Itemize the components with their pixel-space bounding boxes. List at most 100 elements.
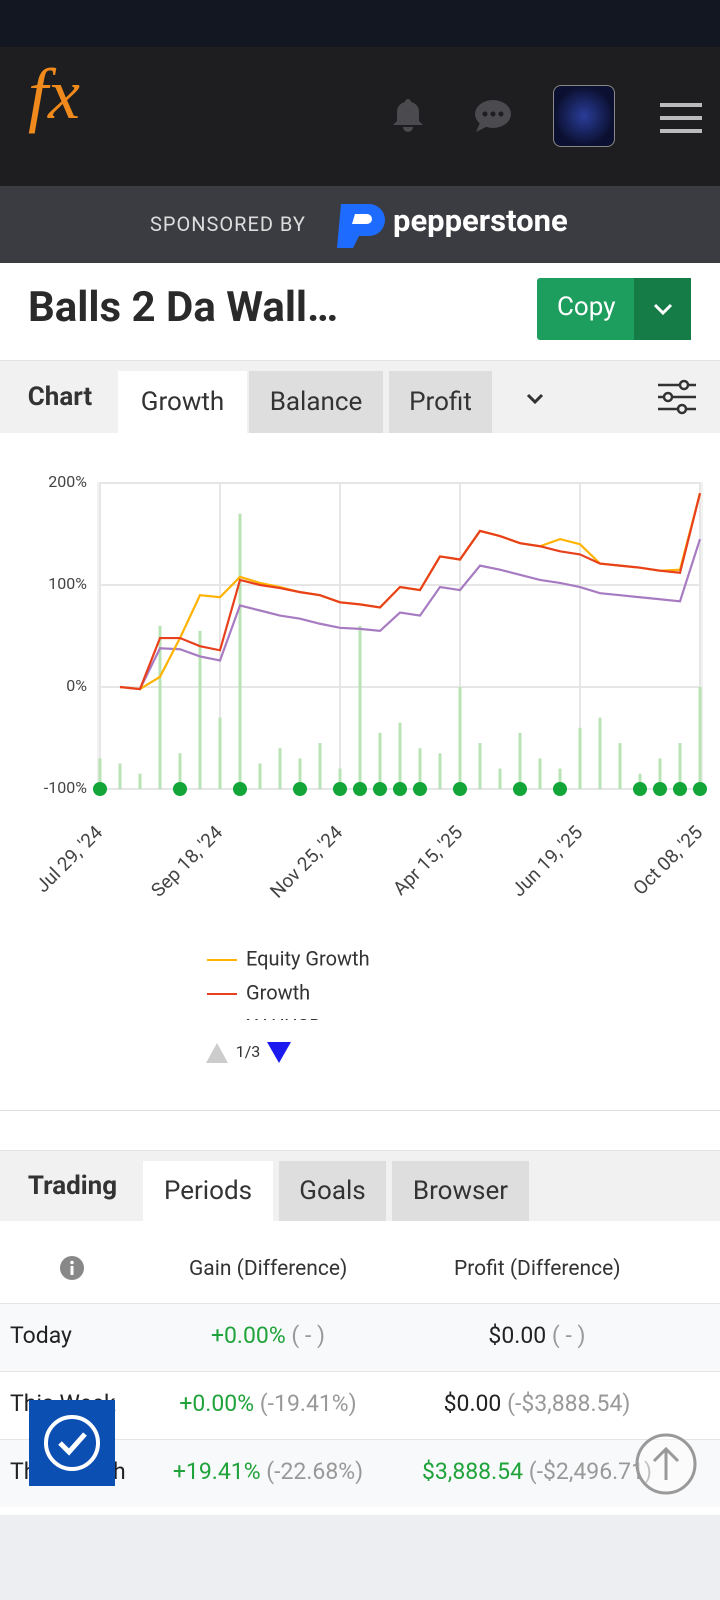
bar [398,722,402,789]
trade-marker [373,782,387,796]
bar [458,687,462,789]
chart-tab-bar: Chart Growth Balance Profit [0,360,720,433]
trade-marker [353,782,367,796]
table-cell: (-$3,888.54) [507,1390,631,1417]
menu-icon[interactable] [660,103,702,133]
x-tick-label: Oct 08, '25 [628,821,707,900]
trade-marker [293,782,307,796]
table-cell: $3,888.54 [421,1458,524,1485]
table-cell: ( - ) [551,1322,586,1349]
sponsor-prefix: SPONSORED BY [150,212,306,236]
x-tick-label: Nov 25, '24 [265,821,347,903]
avatar[interactable] [553,85,615,147]
legend-pager: 1/3 [236,1042,261,1061]
legend-label: XAUUSD [246,1014,322,1038]
copy-label: Copy [557,292,616,322]
footer-space [0,1515,720,1600]
gain-cell: +19.41% (-22.68%) [148,1458,388,1485]
accessibility-button[interactable] [29,1400,115,1486]
trade-marker [173,782,187,796]
y-tick-label: -100% [44,778,87,797]
sponsor-bar[interactable]: SPONSORED BY pepperstone [0,186,720,263]
copy-button[interactable]: Copy [537,278,691,340]
settings-icon[interactable] [656,377,698,417]
profit-cell: $0.00 (-$3,888.54) [392,1390,682,1417]
x-tick-label: Jul 29, '24 [31,821,107,897]
bar [438,753,442,789]
bar [638,773,642,789]
bar [598,717,602,789]
trade-marker [93,782,107,796]
growth-chart: -100% 0% 100% 200% Jul 29, '24 Sep 18, '24 Nov… [31,472,707,1063]
table-cell: $0.00 [488,1322,547,1349]
tab-label: Trading [27,1171,118,1201]
x-tick-label: Jun 19, '25 [507,821,587,901]
trade-marker [513,782,527,796]
bar [558,768,562,789]
table-cell: $0.00 [443,1390,502,1417]
table-row: This Week+0.00% (-19.41%)$0.00 (-$3,888.… [0,1371,720,1439]
bar [658,758,662,789]
trade-marker [693,782,707,796]
row-label: Today [10,1322,72,1349]
bar [358,625,362,789]
trade-marker [633,782,647,796]
trade-marker [333,782,347,796]
trade-marker [453,782,467,796]
more-tabs[interactable] [520,389,550,409]
tab[interactable]: Periods [143,1161,273,1221]
trade-marker [653,782,667,796]
sponsor-icon [337,204,385,248]
tab[interactable]: Growth [118,371,247,433]
table-row: Today +0.00% ( - ) $0.00 ( - ) [0,1303,720,1371]
bar [238,513,242,789]
bar [498,768,502,789]
bell-icon[interactable] [390,97,426,133]
bar [178,753,182,789]
gain-cell: +0.00% (-19.41%) [148,1390,388,1417]
y-tick-label: 200% [48,472,87,491]
copy-dropdown[interactable] [634,278,691,340]
table-cell: +19.41% [172,1458,261,1485]
divider [0,1110,720,1111]
y-tick-label: 100% [48,574,87,593]
bar [118,763,122,789]
tab[interactable]: Profit [389,371,492,433]
table-cell: (-19.41%) [259,1390,357,1417]
tab[interactable]: Goals [279,1161,386,1221]
series-line [119,492,702,691]
table-cell: +0.00% [179,1390,255,1417]
scroll-top[interactable] [634,1432,698,1496]
profit-cell: $0.00 ( - ) [392,1322,682,1349]
bar [138,773,142,789]
x-tick-label: Apr 15, '25 [388,821,467,900]
bar [258,763,262,789]
series-line [119,492,702,691]
trade-marker [553,782,567,796]
info-icon[interactable] [60,1256,84,1280]
bar [278,748,282,789]
legend-prev [206,1043,228,1063]
table-row: This Month+19.41% (-22.68%)$3,888.54 (-$… [0,1439,720,1507]
chat-icon[interactable] [474,99,512,133]
tab[interactable]: Balance [249,371,383,433]
section-tab-bar: Trading Periods Goals Browser [0,1150,720,1221]
bar [318,743,322,789]
logo[interactable]: fx [28,54,80,134]
bar [698,687,702,789]
header: fx [0,47,720,186]
column-header: Gain (Difference) [189,1257,348,1281]
legend-next [267,1042,291,1063]
gain-cell: +0.00% ( - ) [148,1322,388,1349]
legend-label: Equity Growth [246,946,370,970]
bar [378,732,382,789]
trade-marker [233,782,247,796]
bar [618,743,622,789]
tab[interactable]: Browser [392,1161,529,1221]
bar [98,758,102,789]
legend-label: Growth [246,980,310,1004]
bar [538,758,542,789]
series-line [119,538,702,691]
profit-cell: $3,888.54 (-$2,496.71) [392,1458,682,1485]
trade-marker [673,782,687,796]
